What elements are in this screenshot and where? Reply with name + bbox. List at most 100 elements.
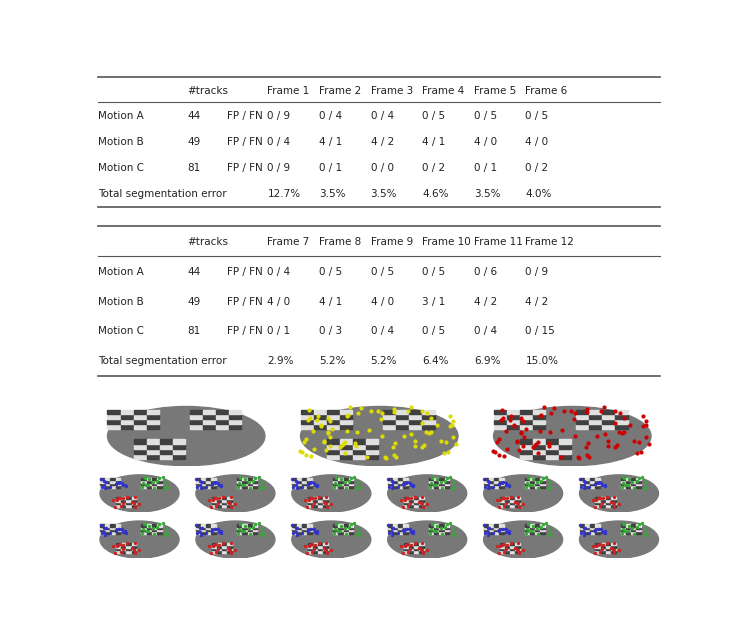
Point	[379, 451, 391, 461]
Point	[494, 525, 505, 535]
Bar	[115, 480, 120, 483]
Point	[609, 406, 621, 416]
Point	[596, 480, 608, 490]
Bar	[134, 419, 146, 424]
Point	[128, 498, 140, 508]
Point	[416, 406, 428, 416]
Bar	[212, 478, 216, 480]
Bar	[190, 409, 202, 414]
Point	[290, 527, 302, 537]
Bar	[141, 480, 146, 483]
Text: FP / FN: FP / FN	[227, 297, 263, 307]
Point	[493, 435, 505, 445]
Bar	[196, 532, 201, 534]
Bar	[611, 497, 616, 499]
Point	[425, 519, 437, 529]
Bar	[307, 485, 312, 488]
Point	[387, 523, 399, 533]
Bar	[484, 529, 488, 531]
Point	[324, 416, 336, 426]
Bar	[533, 449, 545, 454]
Point	[305, 451, 317, 461]
Point	[628, 436, 640, 446]
Point	[195, 483, 206, 493]
Point	[343, 522, 355, 532]
Bar	[393, 478, 397, 480]
Point	[397, 525, 409, 535]
Bar	[100, 485, 105, 488]
Bar	[434, 527, 439, 529]
Text: Motion A: Motion A	[98, 267, 144, 277]
Bar	[559, 444, 571, 449]
Bar	[238, 524, 242, 527]
Point	[305, 524, 317, 534]
Point	[255, 483, 267, 493]
Point	[113, 478, 125, 488]
Bar	[409, 548, 414, 551]
Point	[340, 483, 352, 493]
Bar	[292, 483, 297, 485]
Point	[589, 525, 601, 535]
Point	[519, 424, 531, 434]
Point	[602, 441, 613, 451]
Bar	[292, 532, 297, 534]
Point	[229, 498, 241, 508]
Point	[436, 529, 448, 539]
Point	[213, 540, 225, 550]
Point	[213, 493, 225, 503]
Bar	[494, 419, 505, 424]
Bar	[535, 527, 540, 529]
Point	[608, 418, 620, 428]
Point	[349, 438, 361, 448]
Point	[500, 524, 511, 534]
Bar	[414, 551, 419, 553]
Bar	[217, 497, 222, 499]
Point	[425, 478, 437, 488]
Point	[421, 545, 433, 555]
Bar	[525, 524, 530, 527]
Point	[542, 438, 554, 448]
Point	[397, 480, 409, 490]
Bar	[302, 483, 307, 485]
Bar	[393, 483, 397, 485]
Bar	[626, 532, 630, 534]
Point	[544, 524, 556, 534]
Text: FP / FN: FP / FN	[227, 137, 263, 147]
Bar	[134, 449, 146, 454]
Bar	[589, 409, 602, 414]
Point	[334, 480, 346, 490]
Bar	[327, 409, 339, 414]
Point	[534, 426, 546, 436]
Point	[110, 478, 121, 488]
Bar	[525, 480, 530, 483]
Point	[436, 483, 448, 493]
Bar	[292, 527, 297, 529]
Bar	[403, 485, 408, 488]
Point	[494, 480, 505, 490]
Point	[140, 526, 152, 536]
Text: Frame 3: Frame 3	[371, 86, 413, 96]
Bar	[314, 419, 326, 424]
Bar	[414, 500, 419, 502]
Bar	[626, 483, 630, 485]
Bar	[300, 409, 313, 414]
Bar	[611, 504, 616, 507]
Point	[601, 538, 613, 548]
Point	[286, 474, 298, 484]
Point	[211, 547, 223, 557]
Bar	[318, 548, 323, 551]
Bar	[403, 527, 408, 529]
Point	[416, 498, 428, 508]
Point	[544, 427, 556, 437]
Point	[352, 483, 363, 493]
Point	[445, 472, 457, 482]
Point	[633, 519, 645, 529]
Bar	[515, 545, 519, 548]
Point	[349, 518, 360, 528]
Bar	[494, 478, 499, 480]
Point	[599, 480, 610, 490]
Bar	[227, 543, 232, 545]
Point	[352, 477, 364, 487]
Point	[639, 483, 650, 493]
Point	[335, 520, 347, 530]
